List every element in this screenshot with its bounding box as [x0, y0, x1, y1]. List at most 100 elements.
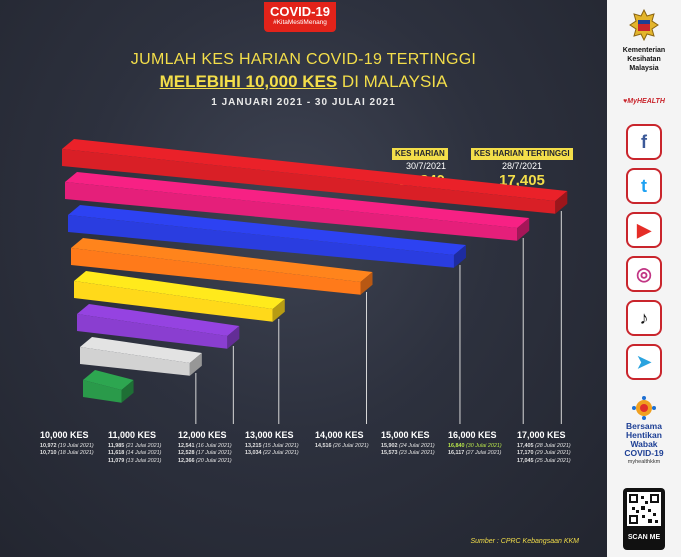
- record-date: (25 Julai 2021): [533, 457, 571, 464]
- record-list: 13,215 (15 Julai 2021) 13,034 (22 Julai 2…: [245, 443, 299, 458]
- bar-top-face: [74, 271, 285, 309]
- facebook-icon: f: [641, 132, 647, 152]
- chart-bars: [62, 139, 568, 424]
- record-item: 17,170 (29 Julai 2021): [517, 450, 571, 457]
- bar-top-face: [62, 139, 568, 201]
- record-date: (16 Julai 2021): [194, 443, 232, 449]
- bar-front-face: [65, 182, 518, 241]
- record-date: (20 Julai 2021): [194, 457, 232, 464]
- record-item: 13,034 (22 Julai 2021): [245, 450, 299, 457]
- record-value: 13,215: [245, 443, 262, 449]
- qr-code-block[interactable]: SCAN ME: [623, 488, 665, 550]
- ministry-line: Malaysia: [629, 65, 659, 72]
- record-value: 16,840: [448, 443, 465, 449]
- record-date: (19 Julai 2021): [56, 443, 94, 449]
- myhealth-logo: ♥MyHEALTH: [607, 98, 681, 105]
- highest-cases-tag: KES HARIAN TERTINGGI: [471, 148, 573, 160]
- social-tiktok-button[interactable]: ♪: [626, 300, 662, 336]
- social-youtube-button[interactable]: ▶: [626, 212, 662, 248]
- tick-label: 14,000 KES: [315, 430, 364, 440]
- record-value: 12,528: [178, 450, 195, 457]
- covid-badge: COVID-19 #KitaMestiMenang: [264, 2, 336, 32]
- ministry-line: Kementerian: [622, 47, 666, 54]
- record-list: 10,972 (19 Julai 2021) 10,710 (18 Julai 2…: [40, 443, 94, 458]
- record-date: (30 Julai 2021): [464, 443, 502, 449]
- tick-label: 10,000 KES: [40, 430, 89, 440]
- ministry-line: Kesihatan: [627, 56, 661, 63]
- youtube-icon: ▶: [637, 220, 651, 240]
- record-list: 16,840 (30 Julai 2021) 16,117 (27 Julai 2…: [448, 443, 502, 458]
- record-date: (13 Julai 2021): [124, 457, 162, 464]
- tick-label: 13,000 KES: [245, 430, 294, 440]
- bar-top-face: [80, 337, 202, 363]
- sidebar: Kementerian Kesihatan Malaysia ♥MyHEALTH…: [607, 0, 681, 557]
- record-item: 12,541 (16 Julai 2021): [178, 443, 232, 450]
- bar-end-face: [121, 380, 134, 403]
- record-date: (24 Julai 2021): [397, 443, 435, 449]
- scan-me-label: SCAN ME: [627, 534, 661, 541]
- campaign-text: Bersama Hentikan Wabak COVID-19 myhealth…: [607, 422, 681, 467]
- chart-bar: [71, 238, 373, 295]
- daily-cases-tag: KES HARIAN: [392, 148, 448, 160]
- bar-front-face: [80, 347, 190, 376]
- record-item: 11,079 (13 Julai 2021): [108, 458, 161, 465]
- ministry-name: Kementerian Kesihatan Malaysia: [607, 46, 681, 73]
- record-value: 10,710: [40, 450, 57, 457]
- qr-code-icon: [627, 492, 661, 526]
- record-item: 15,573 (23 Julai 2021): [381, 450, 435, 457]
- record-date: (15 Julai 2021): [261, 443, 299, 449]
- ministry-crest-icon: [629, 8, 659, 42]
- record-item: 14,516 (26 Julai 2021): [315, 443, 369, 450]
- record-value: 11,079: [108, 457, 125, 464]
- record-date: (23 Julai 2021): [397, 450, 435, 457]
- chart-bar: [74, 271, 285, 322]
- chart-subtitle: MELEBIHI 10,000 KES DI MALAYSIA: [0, 72, 607, 92]
- record-list: 17,405 (28 Julai 2021) 17,170 (29 Julai 2…: [517, 443, 571, 465]
- record-item: 16,840 (30 Julai 2021): [448, 443, 502, 450]
- badge-title: COVID-19: [270, 4, 330, 19]
- date-range: 1 JANUARI 2021 - 30 JULAI 2021: [211, 97, 396, 108]
- social-facebook-button[interactable]: f: [626, 124, 662, 160]
- record-list: 11,985 (21 Julai 2021) 11,618 (14 Julai 2…: [108, 443, 161, 465]
- tick-label: 17,000 KES: [517, 430, 566, 440]
- record-item: 10,710 (18 Julai 2021): [40, 450, 94, 457]
- myhealth-text: MyHEALTH: [627, 98, 665, 105]
- campaign-site: myhealthkkm: [627, 459, 661, 465]
- record-value: 12,541: [178, 443, 195, 449]
- record-value: 10,972: [40, 443, 57, 449]
- bar-end-face: [189, 353, 202, 376]
- record-date: (28 Julai 2021): [533, 443, 571, 449]
- campaign-logo: [607, 395, 681, 426]
- record-date: (26 Julai 2021): [331, 443, 369, 449]
- campaign-line: COVID-19: [624, 448, 664, 458]
- record-value: 12,366: [178, 457, 195, 464]
- subtitle-bold: MELEBIHI 10,000 KES: [159, 72, 338, 91]
- twitter-icon: t: [641, 176, 647, 196]
- record-value: 17,405: [517, 443, 534, 449]
- chart-bar: [68, 205, 466, 268]
- tiktok-icon: ♪: [639, 308, 649, 328]
- bar-end-face: [555, 191, 568, 214]
- record-item: 17,405 (28 Julai 2021): [517, 443, 571, 450]
- social-twitter-button[interactable]: t: [626, 168, 662, 204]
- social-instagram-button[interactable]: ◎: [626, 256, 662, 292]
- bar-front-face: [62, 149, 556, 214]
- tick-label: 16,000 KES: [448, 430, 497, 440]
- bar-front-face: [74, 281, 273, 322]
- social-telegram-button[interactable]: ➤: [626, 344, 662, 380]
- chart-bar: [65, 172, 530, 241]
- source-note: Sumber : CPRC Kebangsaan KKM: [470, 538, 579, 545]
- bar-end-face: [227, 326, 240, 349]
- bar-top-face: [68, 205, 466, 255]
- subtitle-rest: DI MALAYSIA: [337, 72, 448, 91]
- tick-label: 12,000 KES: [178, 430, 227, 440]
- record-list: 12,541 (16 Julai 2021) 12,528 (17 Julai 2…: [178, 443, 232, 465]
- record-item: 16,117 (27 Julai 2021): [448, 450, 502, 457]
- record-date: (18 Julai 2021): [56, 450, 94, 457]
- campaign-line: Hentikan: [626, 430, 662, 440]
- infographic-panel: COVID-19 #KitaMestiMenang JUMLAH KES HAR…: [0, 0, 607, 557]
- bar-front-face: [71, 248, 361, 295]
- bar-top-face: [71, 238, 373, 282]
- record-value: 17,045: [517, 457, 534, 464]
- record-item: 13,215 (15 Julai 2021): [245, 443, 299, 450]
